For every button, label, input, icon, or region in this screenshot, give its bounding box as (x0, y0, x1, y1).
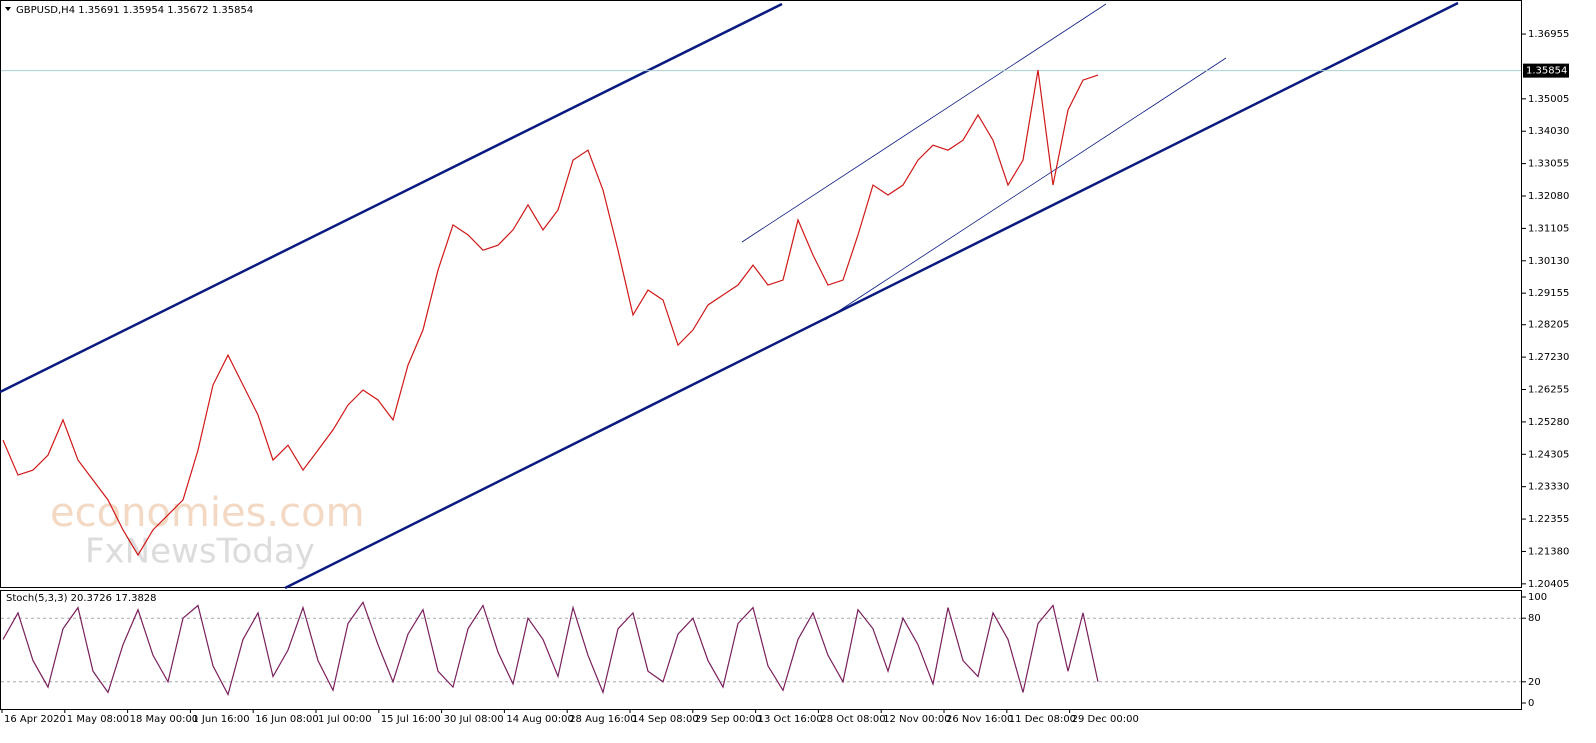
y-tick-label: 20 (1528, 677, 1541, 688)
symbol-header: GBPUSD,H4 1.35691 1.35954 1.35672 1.3585… (16, 5, 253, 16)
y-tick-label: 1.32080 (1528, 191, 1569, 202)
trend-line (824, 57, 1227, 321)
x-tick-label: 26 Nov 16:00 (946, 714, 1013, 725)
x-tick-label: 11 Dec 08:00 (1009, 714, 1076, 725)
y-tick-label: 1.21380 (1528, 546, 1569, 557)
x-tick-label: 28 Oct 08:00 (820, 714, 885, 725)
y-tick-label: 1.28205 (1528, 320, 1569, 331)
x-tick-label: 13 Oct 16:00 (758, 714, 823, 725)
y-tick-label: 1.27230 (1528, 352, 1569, 363)
x-tick-label: 1 Jun 16:00 (192, 714, 249, 725)
x-tick-label: 30 Jul 08:00 (444, 714, 504, 725)
x-tick-label: 14 Sep 08:00 (632, 714, 699, 725)
x-tick-label: 16 Jun 08:00 (255, 714, 319, 725)
trend-line (0, 2, 783, 394)
y-tick-label: 1.22355 (1528, 514, 1569, 525)
y-tick-label: 1.23330 (1528, 482, 1569, 493)
y-tick-label: 1.29155 (1528, 288, 1569, 299)
x-tick-label: 1 Jul 00:00 (318, 714, 372, 725)
y-tick-label: 1.34030 (1528, 126, 1569, 137)
x-tick-label: 16 Apr 2020 (4, 714, 66, 725)
y-tick-label: 1.31105 (1528, 223, 1569, 234)
y-tick-label: 1.24305 (1528, 449, 1569, 460)
y-tick-label: 80 (1528, 613, 1541, 624)
x-tick-label: 29 Sep 00:00 (695, 714, 762, 725)
stoch-panel (0, 590, 1522, 710)
x-tick-label: 15 Jul 16:00 (381, 714, 441, 725)
y-tick-label: 1.36955 (1528, 29, 1569, 40)
x-tick-label: 1 May 08:00 (67, 714, 129, 725)
header-arrow (5, 7, 11, 11)
x-tick-label: 28 Aug 16:00 (569, 714, 636, 725)
y-tick-label: 1.30130 (1528, 256, 1569, 267)
y-tick-label: 1.35005 (1528, 94, 1569, 105)
series-line (2, 601, 1099, 697)
current-price-label: 1.35854 (1526, 66, 1567, 77)
watermark: economies.com (50, 490, 365, 536)
current-price-box (1523, 63, 1569, 78)
y-tick-label: 1.33055 (1528, 159, 1569, 170)
y-tick-label: 100 (1528, 592, 1547, 603)
y-tick-label: 1.20405 (1528, 579, 1569, 590)
stoch-title: Stoch(5,3,3) 20.3726 17.3828 (6, 593, 157, 604)
watermark: FxNewsToday (85, 532, 315, 572)
x-tick-label: 14 Aug 00:00 (506, 714, 573, 725)
y-tick-label: 1.25280 (1528, 417, 1569, 428)
x-tick-label: 29 Dec 00:00 (1072, 714, 1139, 725)
y-tick-label: 1.26255 (1528, 385, 1569, 396)
trend-line (284, 1, 1459, 590)
x-tick-label: 18 May 00:00 (130, 714, 199, 725)
series-line (2, 70, 1099, 557)
y-tick-label: 0 (1528, 698, 1534, 709)
trend-line (741, 3, 1107, 243)
x-tick-label: 12 Nov 00:00 (883, 714, 950, 725)
